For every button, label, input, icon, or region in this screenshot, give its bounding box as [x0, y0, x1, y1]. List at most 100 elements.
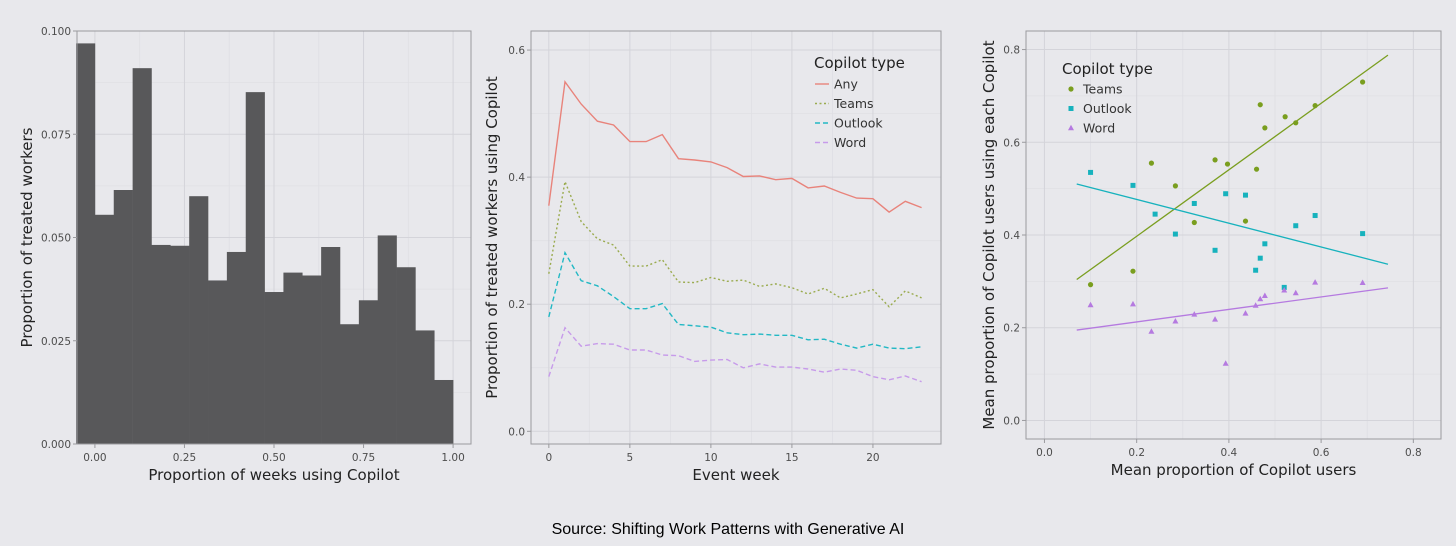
histogram-bar — [321, 246, 341, 444]
point-word — [1172, 318, 1179, 324]
plot-border — [530, 30, 942, 445]
fit-line-outlook — [1076, 183, 1389, 265]
histogram-bar — [377, 235, 397, 444]
y-tick-label: 0.2 — [1003, 323, 1020, 335]
histogram-bar — [76, 43, 96, 444]
histogram-bar — [151, 244, 171, 444]
y-tick-label: 0.025 — [41, 336, 71, 348]
legend-label-outlook: Outlook — [1083, 101, 1132, 116]
point-teams — [1212, 157, 1218, 163]
histogram-bar — [170, 245, 190, 444]
point-outlook — [1262, 241, 1268, 247]
point-outlook — [1130, 182, 1136, 188]
legend-title: Copilot type — [814, 54, 905, 72]
point-word — [1359, 279, 1366, 286]
histogram-bar — [434, 379, 454, 444]
point-word — [1312, 279, 1319, 285]
x-axis-label: Mean proportion of Copilot users — [1111, 461, 1357, 479]
histogram-bar — [94, 214, 115, 444]
x-tick-label: 0 — [545, 452, 552, 464]
y-tick-label: 0.6 — [508, 45, 525, 57]
legend: Copilot type Teams Outlook Word — [1062, 60, 1153, 136]
y-axis-label: Proportion of treated workers using Copi… — [483, 76, 501, 399]
series-line-word — [548, 326, 922, 383]
y-tick-label: 0.4 — [1003, 230, 1020, 242]
x-tick-label: 1.00 — [441, 452, 464, 464]
y-tick-label: 0.000 — [41, 439, 71, 451]
point-outlook — [1312, 213, 1318, 219]
x-tick-label: 10 — [704, 452, 717, 464]
histogram-bar — [415, 330, 435, 444]
y-tick-label: 0.6 — [1003, 137, 1020, 149]
point-word — [1191, 311, 1198, 317]
y-tick-label: 0.0 — [1003, 415, 1020, 427]
point-outlook — [1191, 200, 1197, 206]
point-word — [1257, 295, 1264, 302]
x-axis-label: Proportion of weeks using Copilot — [148, 466, 399, 484]
y-tick-label: 0.0 — [508, 426, 525, 438]
point-word — [1087, 301, 1094, 308]
x-tick-label: 0.0 — [1036, 447, 1053, 459]
histogram-bar — [226, 251, 247, 444]
point-word — [1281, 286, 1288, 293]
fit-line-word — [1076, 287, 1389, 331]
histogram-bar — [132, 68, 152, 445]
y-axis-label: Mean proportion of Copilot users using e… — [980, 40, 998, 429]
point-teams — [1282, 114, 1288, 120]
histogram-bar — [264, 292, 284, 444]
legend-label-outlook: Outlook — [834, 116, 883, 131]
legend-key-outlook — [1068, 106, 1074, 111]
x-tick-label: 0.6 — [1313, 447, 1330, 459]
x-tick-label: 0.50 — [262, 452, 285, 464]
point-teams — [1312, 103, 1318, 109]
histogram-bar — [283, 272, 303, 444]
histogram-bar — [113, 190, 133, 444]
histogram-bar — [208, 280, 228, 444]
point-word — [1129, 300, 1136, 307]
series-line-outlook — [548, 250, 922, 350]
legend-title: Copilot type — [1062, 60, 1153, 78]
histogram-bar — [358, 300, 378, 444]
y-tick-label: 0.8 — [1003, 45, 1020, 57]
x-tick-label: 0.75 — [352, 452, 375, 464]
histogram-bar — [302, 275, 322, 444]
y-tick-label: 0.100 — [41, 26, 71, 38]
point-teams — [1224, 161, 1231, 167]
point-teams — [1242, 218, 1249, 224]
legend-label-word: Word — [834, 135, 866, 150]
histogram-bar — [396, 267, 416, 444]
x-tick-label: 0.00 — [83, 452, 106, 464]
y-tick-label: 0.2 — [508, 299, 525, 311]
legend-key-teams — [1068, 86, 1074, 92]
chart-3: 0.0 0.2 0.4 0.6 0.8 0.0 0.2 0.4 0.6 0.8 Mean propo… — [980, 30, 1442, 479]
chart-1: 0.00 0.25 0.50 0.75 1.00 0.000 0.025 0.050 0.075… — [18, 26, 472, 484]
histogram-bar — [339, 324, 360, 444]
point-teams — [1293, 120, 1299, 126]
point-teams — [1191, 219, 1197, 226]
point-teams — [1360, 79, 1366, 85]
x-tick-label: 15 — [785, 452, 798, 464]
x-tick-label: 0.4 — [1221, 447, 1238, 459]
y-tick-label: 0.050 — [41, 233, 71, 245]
point-outlook — [1212, 247, 1218, 253]
point-outlook — [1360, 231, 1366, 237]
x-tick-label: 0.8 — [1405, 447, 1422, 459]
legend: Copilot type Any Teams Outlook Word — [814, 54, 905, 150]
point-teams — [1172, 183, 1178, 189]
point-word — [1261, 292, 1268, 299]
point-word — [1292, 289, 1299, 296]
y-tick-label: 0.075 — [41, 129, 71, 141]
point-teams — [1148, 160, 1155, 166]
x-axis-label: Event week — [692, 466, 779, 484]
series-line-any — [548, 79, 922, 213]
legend-label-word: Word — [1083, 121, 1115, 136]
source-caption: Source: Shifting Work Patterns with Gene… — [551, 521, 905, 538]
x-tick-label: 5 — [627, 452, 634, 464]
point-outlook — [1293, 223, 1299, 229]
point-outlook — [1088, 169, 1094, 175]
point-teams — [1130, 268, 1136, 274]
x-tick-label: 0.2 — [1128, 447, 1145, 459]
point-word — [1222, 360, 1229, 366]
x-tick-label: 0.25 — [173, 452, 196, 464]
point-word — [1148, 328, 1155, 334]
